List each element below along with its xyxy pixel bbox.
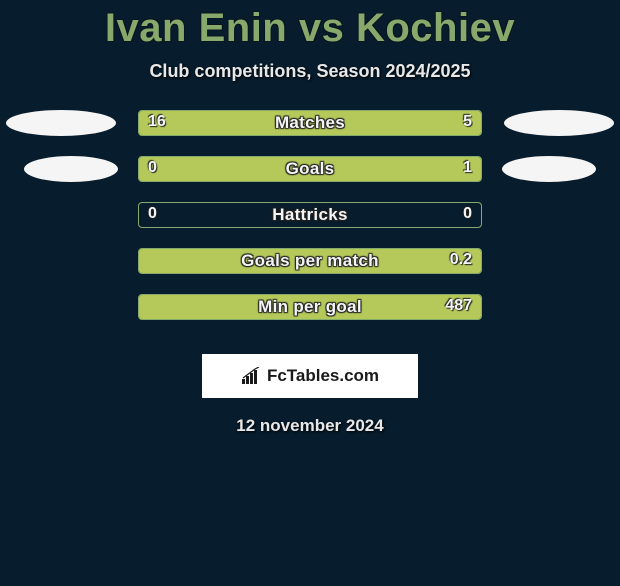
- comparison-chart: Matches165Goals01Hattricks00Goals per ma…: [0, 110, 620, 340]
- stat-row: Goals per match0.2: [0, 248, 620, 294]
- page-subtitle: Club competitions, Season 2024/2025: [0, 61, 620, 82]
- bar-fill-right: [194, 295, 481, 319]
- stat-row: Min per goal487: [0, 294, 620, 340]
- stat-value-left: 0: [148, 205, 157, 223]
- stat-value-right: 0: [463, 205, 472, 223]
- player-marker-left: [6, 110, 116, 136]
- stat-row: Hattricks00: [0, 202, 620, 248]
- footer-brand-text: FcTables.com: [267, 366, 379, 386]
- stat-value-right: 5: [463, 113, 472, 131]
- stat-row: Goals01: [0, 156, 620, 202]
- bar-track: [138, 202, 482, 228]
- player-marker-right: [502, 156, 596, 182]
- bar-fill-left: [139, 249, 194, 273]
- bar-track: [138, 156, 482, 182]
- stat-row: Matches165: [0, 110, 620, 156]
- stat-value-right: 487: [445, 297, 472, 315]
- bar-fill-right: [201, 157, 481, 181]
- bar-track: [138, 248, 482, 274]
- footer-logo: FcTables.com: [241, 366, 379, 386]
- player-marker-left: [24, 156, 118, 182]
- bar-fill-right: [194, 249, 481, 273]
- footer-brand-box: FcTables.com: [202, 354, 418, 398]
- bar-fill-left: [139, 111, 385, 135]
- page-title: Ivan Enin vs Kochiev: [0, 6, 620, 51]
- bar-fill-left: [139, 295, 194, 319]
- player-marker-right: [504, 110, 614, 136]
- stat-value-left: 0: [148, 159, 157, 177]
- bar-track: [138, 110, 482, 136]
- footer-date: 12 november 2024: [0, 416, 620, 436]
- bars-icon: [241, 367, 263, 385]
- bar-track: [138, 294, 482, 320]
- stat-value-right: 1: [463, 159, 472, 177]
- stat-value-left: 16: [148, 113, 166, 131]
- stat-value-right: 0.2: [450, 251, 472, 269]
